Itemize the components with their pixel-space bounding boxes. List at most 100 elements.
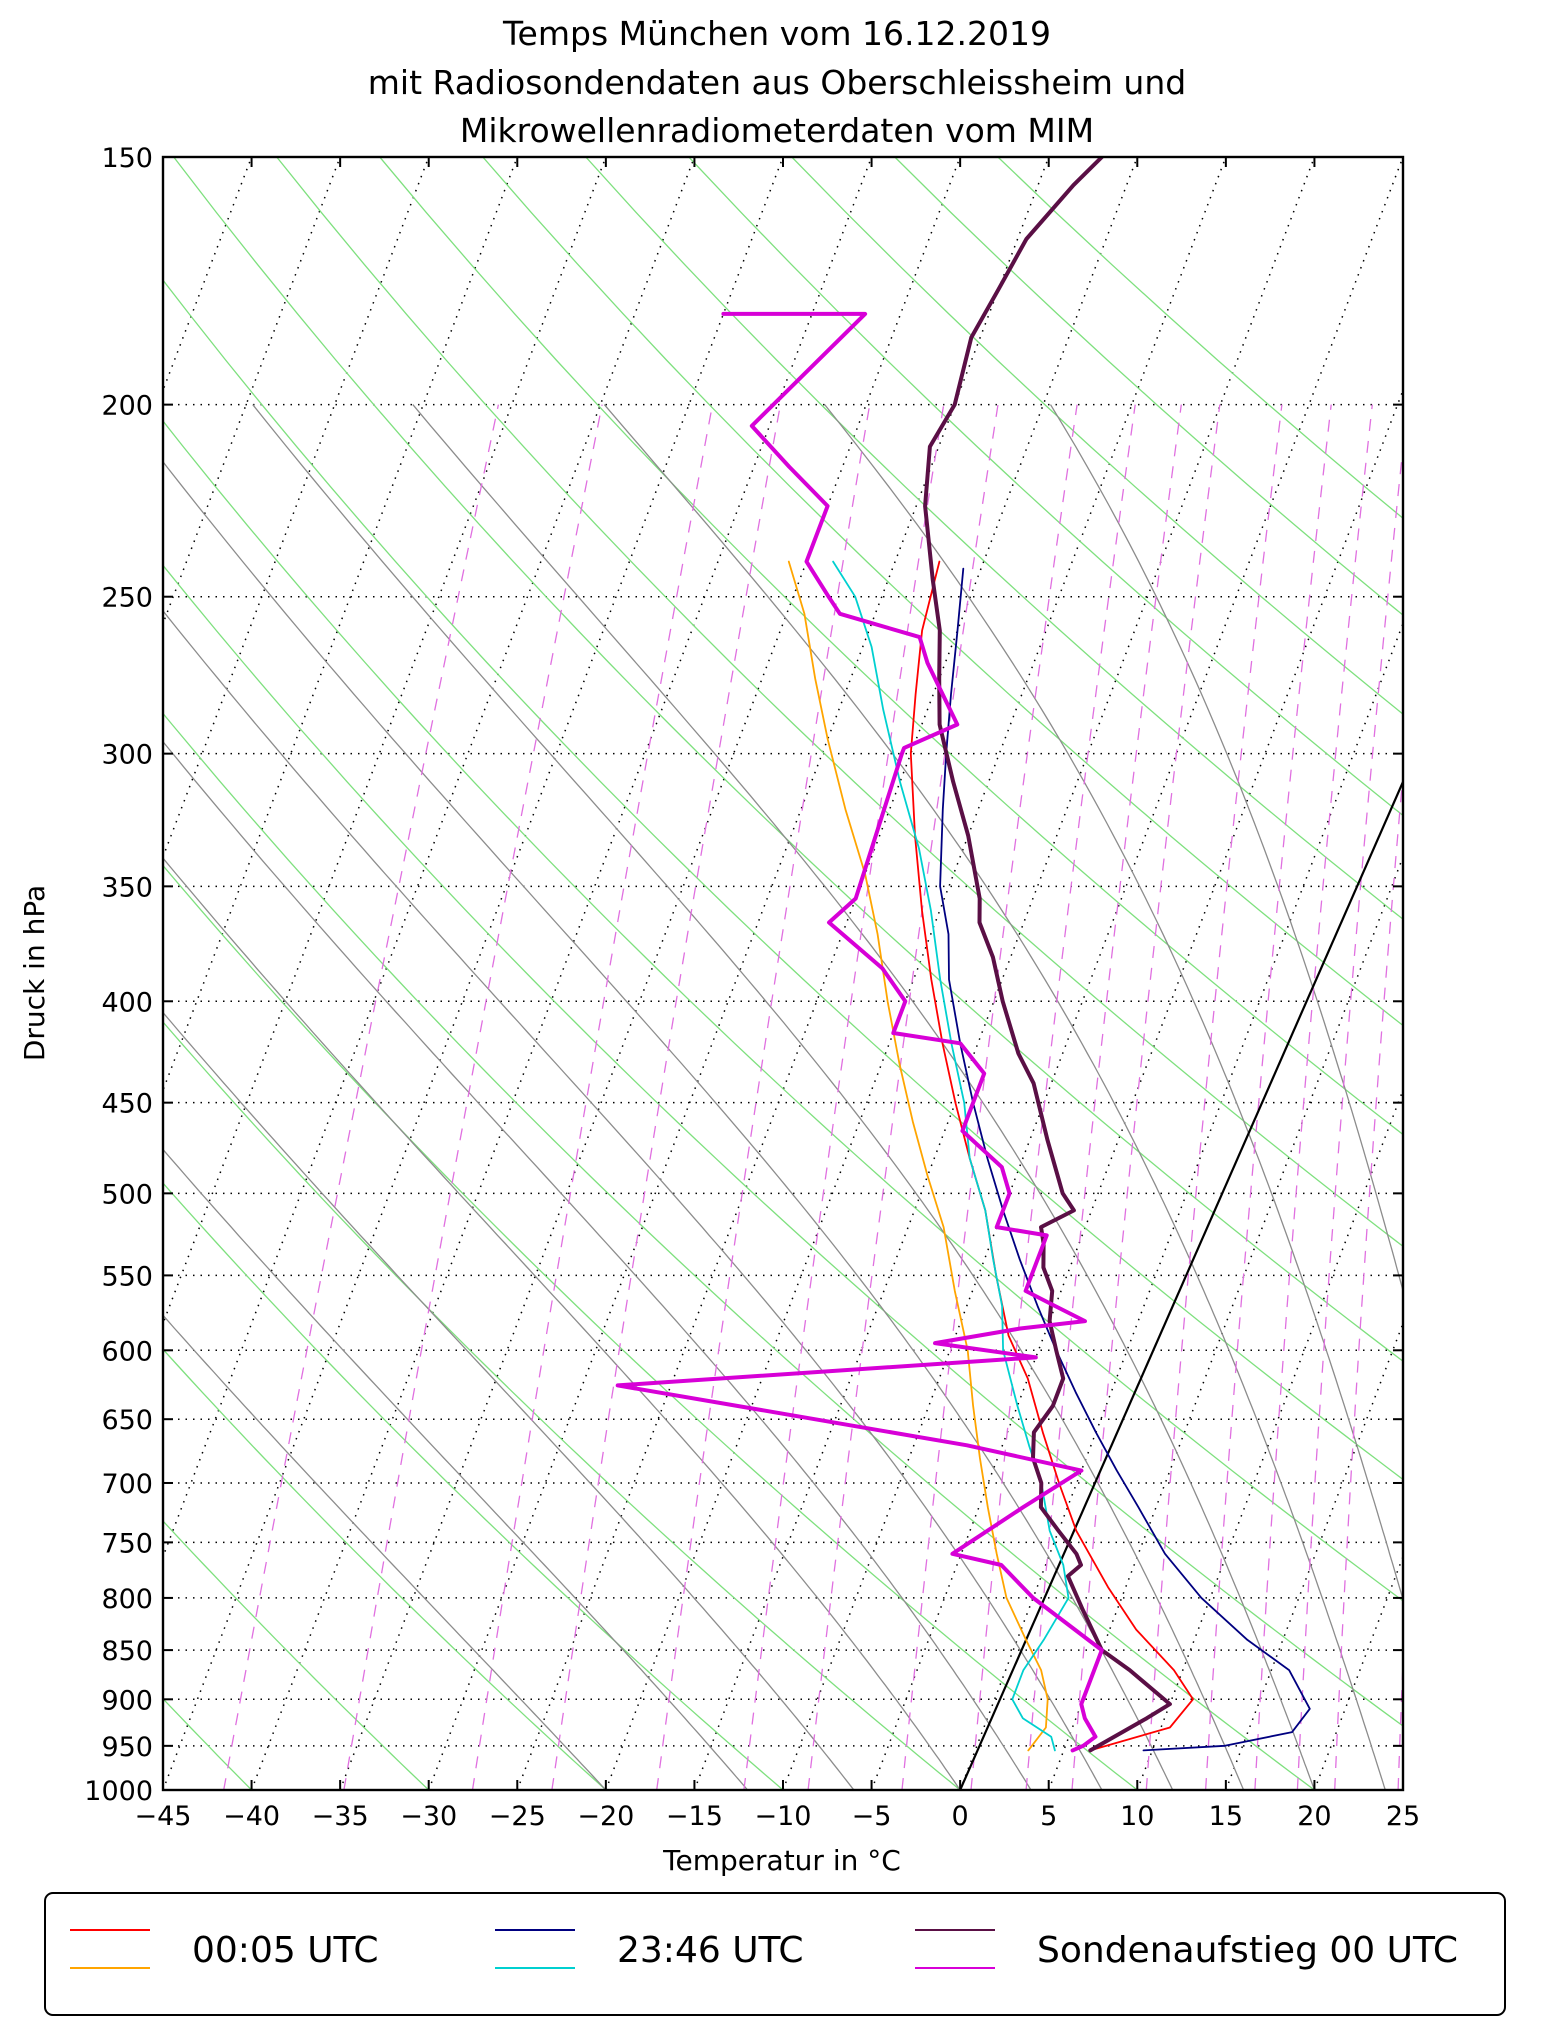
y-tick-label: 300 — [101, 740, 153, 771]
isotherm-line — [1136, 1088, 1403, 1790]
y-tick-label: 250 — [101, 583, 153, 614]
mixing-ratio-line — [551, 404, 782, 1790]
mixing-ratio-line — [343, 404, 603, 1790]
moist-adiabat-line — [163, 857, 961, 1790]
y-tick-label: 400 — [101, 987, 153, 1018]
chart-title-line-2: mit Radiosondendaten aus Oberschleisshei… — [368, 63, 1186, 102]
y-tick-label: 200 — [101, 391, 153, 422]
reference-line — [959, 781, 1403, 1790]
x-tick-label: 15 — [1209, 1801, 1243, 1832]
chart-title-line-3: Mikrowellenradiometerdaten vom MIM — [460, 111, 1094, 150]
x-tick-label: −35 — [312, 1801, 369, 1832]
mixing-ratio-line — [1496, 405, 1542, 1790]
x-tick-label: 20 — [1297, 1801, 1331, 1832]
mixing-ratio-line — [471, 404, 714, 1790]
dry-adiabat-line — [163, 864, 1138, 1790]
moist-adiabat-line — [252, 404, 1245, 1790]
isotherm-line — [1313, 1554, 1403, 1790]
legend-label: Sondenaufstieg 00 UTC — [1037, 1930, 1458, 1971]
mixing-ratio-line — [807, 404, 999, 1790]
mixing-ratio-line — [1334, 767, 1403, 1790]
y-tick-label: 700 — [101, 1469, 153, 1500]
y-tick-label: 450 — [101, 1089, 153, 1120]
mixing-ratio-line — [223, 404, 500, 1790]
isotherm-line — [163, 157, 607, 1326]
series-layer — [615, 157, 1311, 1753]
mixing-ratio-line — [970, 404, 1136, 1790]
mixing-ratio-line — [1296, 441, 1403, 1790]
mixing-ratio-line — [1397, 1647, 1403, 1790]
chart-title-line-1: Temps München vom 16.12.2019 — [502, 14, 1051, 53]
dry-adiabat-line — [688, 157, 1403, 817]
moist-adiabat-line — [824, 404, 1403, 1602]
x-tick-label: 5 — [1040, 1801, 1057, 1832]
isotherm-line — [428, 157, 1050, 1790]
mixing-ratio-line — [1204, 404, 1332, 1790]
isotherm-line — [163, 157, 518, 1093]
y-tick-label: 500 — [101, 1179, 153, 1210]
series-mwr2_dew — [832, 560, 1070, 1752]
isotherm-line — [163, 157, 430, 859]
mixing-ratio-line — [901, 404, 1078, 1790]
dry-adiabat-line — [791, 157, 1403, 715]
isotherm-line — [516, 157, 1138, 1790]
x-tick-label: −40 — [223, 1801, 280, 1832]
x-tick-label: −45 — [135, 1801, 192, 1832]
y-tick-label: 650 — [101, 1405, 153, 1436]
y-tick-label: 600 — [101, 1336, 153, 1367]
tick-layer: −45 −40 −35 −30 −25 −20 −15 −10 −5 0 5 10 15 20 25 150 2… — [84, 143, 1420, 1832]
moist-adiabat-line — [163, 1148, 749, 1790]
dry-adiabat-line — [276, 157, 1403, 1248]
series-sonde_dew — [615, 311, 1104, 1753]
dry-adiabat-line — [163, 1182, 784, 1790]
x-tick-label: −20 — [577, 1801, 634, 1832]
moist-adiabat-line — [603, 404, 1386, 1790]
dry-adiabat-line — [163, 712, 1315, 1790]
moist-adiabat-line — [163, 1011, 855, 1790]
x-tick-label: −5 — [852, 1801, 892, 1832]
mixing-ratio-line — [656, 404, 871, 1790]
dry-adiabat-line — [379, 157, 1403, 1136]
isotherm-line — [1048, 854, 1403, 1790]
moist-adiabat-line — [163, 740, 1032, 1790]
series-sonde_temp — [923, 157, 1172, 1753]
dry-adiabat-line — [163, 564, 1403, 1727]
isotherm-line — [163, 157, 341, 626]
isotherm-line — [1225, 1321, 1403, 1790]
x-tick-label: 10 — [1120, 1801, 1154, 1832]
mixing-ratio-line — [1451, 405, 1535, 1790]
dry-adiabat-line — [585, 157, 1403, 921]
series-mwr2_temp — [939, 567, 1311, 1752]
mixing-ratio-line — [1071, 404, 1221, 1790]
isotherm-line — [163, 157, 784, 1790]
x-tick-label: −15 — [666, 1801, 723, 1832]
mixing-ratio-line — [1254, 404, 1373, 1790]
y-tick-label: 1000 — [84, 1776, 153, 1807]
isotherm-line — [782, 157, 1403, 1790]
x-tick-label: 25 — [1386, 1801, 1420, 1832]
dry-adiabat-line — [163, 279, 1403, 1481]
mixing-ratio-line — [1145, 404, 1283, 1790]
y-tick-label: 350 — [101, 872, 153, 903]
y-tick-label: 900 — [101, 1685, 153, 1716]
grid-layer — [163, 157, 1542, 1790]
isotherm-line — [339, 157, 961, 1790]
moist-adiabat-line — [1049, 404, 1403, 1294]
dry-adiabat-line — [163, 1348, 607, 1790]
x-tick-label: −25 — [489, 1801, 546, 1832]
x-tick-label: −30 — [400, 1801, 457, 1832]
x-tick-label: −10 — [755, 1801, 812, 1832]
isotherm-line — [163, 157, 696, 1559]
isotherm-line — [605, 157, 1227, 1790]
y-axis-label: Druck in hPa — [18, 885, 51, 1061]
dry-adiabat-line — [163, 1520, 430, 1790]
isotherm-line — [959, 621, 1403, 1790]
dry-adiabat-line — [173, 157, 1403, 1363]
moist-adiabat-line — [163, 1314, 607, 1790]
series-mwr1_dew — [787, 560, 1049, 1752]
legend-label: 23:46 UTC — [617, 1930, 804, 1971]
dry-adiabat-line — [163, 419, 1403, 1602]
legend-box — [44, 1892, 1506, 2016]
y-tick-label: 800 — [101, 1584, 153, 1615]
